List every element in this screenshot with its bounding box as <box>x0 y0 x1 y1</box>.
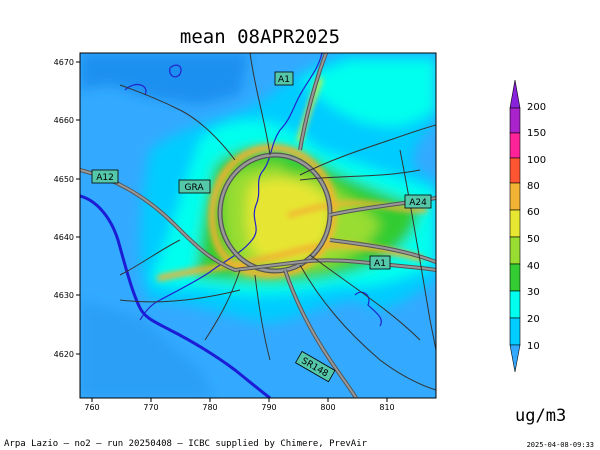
svg-text:A24: A24 <box>409 198 427 208</box>
x-tick-label: 780 <box>202 403 217 412</box>
color-legend: 200 150 100 80 60 50 40 30 20 10 <box>509 79 546 373</box>
unit-label: ug/m3 <box>515 406 567 426</box>
svg-text:A12: A12 <box>96 173 114 183</box>
x-tick-label: 790 <box>261 403 276 412</box>
legend-label: 60 <box>527 207 540 218</box>
map-title: mean 08APR2025 <box>179 26 341 48</box>
y-tick-label: 4620 <box>54 350 74 359</box>
y-tick-label: 4660 <box>54 116 74 125</box>
legend-arrow-bottom <box>509 344 521 373</box>
y-tick-label: 4630 <box>54 291 74 300</box>
legend-label: 200 <box>527 102 546 113</box>
legend-band <box>509 157 521 184</box>
map-frame <box>79 52 437 399</box>
svg-text:A1: A1 <box>278 75 290 85</box>
legend-band <box>509 263 521 292</box>
x-tick-label: 770 <box>143 403 158 412</box>
legend-band <box>509 317 521 346</box>
legend-band <box>509 236 521 265</box>
legend-label: 40 <box>527 261 540 272</box>
legend-label: 30 <box>527 287 540 298</box>
svg-text:GRA: GRA <box>184 183 204 193</box>
coastline <box>80 194 271 398</box>
footer-credits: Arpa Lazio — no2 — run 20250408 — ICBC s… <box>4 439 368 449</box>
road-label-a24: A24 <box>404 194 432 209</box>
legend-band <box>509 290 521 319</box>
svg-text:A1: A1 <box>374 259 386 269</box>
legend-label: 150 <box>527 128 546 139</box>
footer-timestamp: 2025-04-08-09:33 <box>526 441 594 449</box>
y-tick-label: 4650 <box>54 175 74 184</box>
concentration-field <box>80 53 436 398</box>
legend-band <box>509 132 521 159</box>
y-axis: 4670 4660 4650 4640 4630 4620 <box>54 58 80 359</box>
legend-arrow-top <box>509 79 521 109</box>
legend-label: 50 <box>527 234 540 245</box>
legend-band <box>509 107 521 134</box>
x-tick-label: 800 <box>320 403 335 412</box>
y-tick-label: 4670 <box>54 58 74 67</box>
legend-label: 80 <box>527 181 540 192</box>
road-label-a12: A12 <box>91 169 119 184</box>
road-label-a1-north: A1 <box>274 71 294 86</box>
x-tick-label: 760 <box>84 403 99 412</box>
legend-label: 100 <box>527 155 546 166</box>
x-tick-label: 810 <box>379 403 394 412</box>
road-network <box>80 53 436 398</box>
x-axis: 760 770 780 790 800 810 <box>84 398 395 412</box>
legend-band <box>509 209 521 238</box>
legend-band <box>509 182 521 211</box>
legend-label: 20 <box>527 314 540 325</box>
road-label-gra: GRA <box>178 179 211 194</box>
road-label-a1-south: A1 <box>369 255 391 270</box>
y-tick-label: 4640 <box>54 233 74 242</box>
legend-label: 10 <box>527 341 540 352</box>
